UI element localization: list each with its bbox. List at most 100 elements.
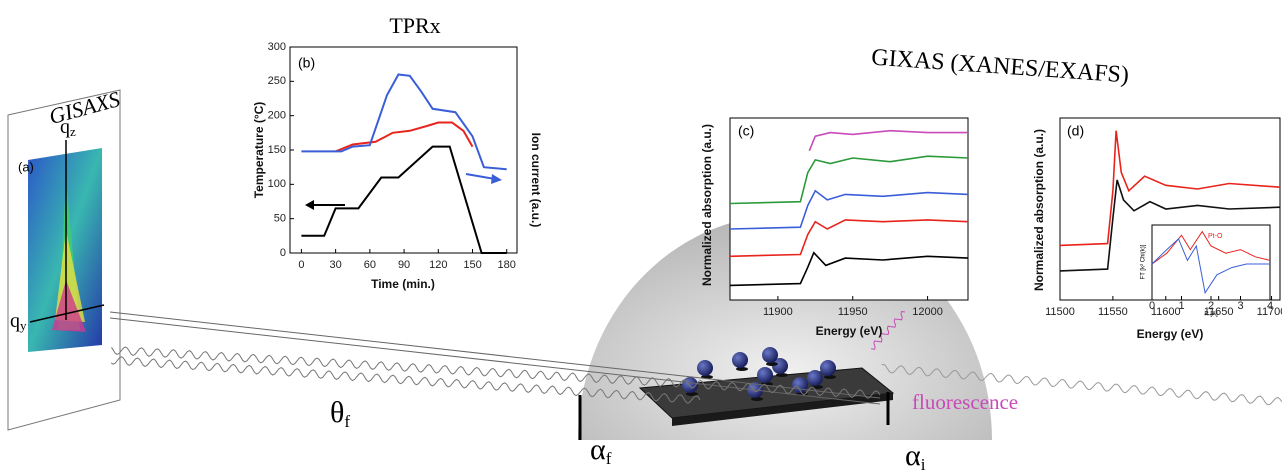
x-tick-label: 30 — [330, 259, 342, 271]
alpha: α — [905, 439, 921, 472]
sub: f — [606, 449, 612, 468]
x-tick-label: 0 — [298, 259, 304, 271]
series-line — [729, 219, 969, 258]
panel-label: (d) — [1067, 123, 1084, 139]
x-tick-label: 90 — [398, 259, 410, 271]
gixas-title: GIXAS (XANES/EXAFS) — [871, 45, 1130, 89]
theta: θ — [330, 396, 344, 429]
y-tick-label: 300 — [268, 41, 286, 53]
x-tick-label: 150 — [463, 259, 481, 271]
arrow — [465, 173, 496, 180]
x-tick-label: 2 — [1208, 300, 1214, 312]
substrate-edge — [672, 393, 893, 426]
x-tick-label: 11550 — [1098, 306, 1128, 318]
scatter-peak — [52, 280, 86, 332]
q: q — [60, 116, 70, 138]
beam — [109, 311, 881, 399]
alpha-f-label: αf — [590, 433, 612, 468]
sub: i — [921, 455, 926, 474]
y-axis-label: Normalized absorption (a.u.) — [700, 124, 714, 286]
series-line — [1059, 130, 1281, 247]
panel-label: (c) — [738, 123, 754, 139]
panel-c-frame — [729, 117, 969, 301]
y-axis-label: Temperature (°C) — [252, 102, 266, 199]
series-line — [808, 129, 968, 152]
series-line — [1059, 179, 1281, 272]
particle — [757, 367, 773, 383]
x-tick-label: 3 — [1237, 300, 1243, 312]
x-axis-label: Energy (eV) — [816, 324, 883, 338]
arrowhead — [305, 200, 314, 210]
panel-label: (b) — [298, 55, 315, 71]
panel-label: (a) — [18, 159, 34, 174]
beams — [109, 310, 1282, 406]
x-tick-label: 11900 — [763, 306, 793, 318]
particle-shadow — [824, 375, 836, 379]
particle-shadow — [751, 397, 763, 401]
series-line — [1151, 230, 1271, 265]
particle-shadow — [736, 367, 748, 371]
qy-label: qy — [10, 310, 27, 333]
x-tick-label: 1 — [1178, 300, 1184, 312]
x-tick-label: 11500 — [1045, 306, 1075, 318]
particle-shadow — [776, 373, 788, 377]
particle-shadow — [766, 362, 778, 366]
x-tick-label: 12000 — [912, 306, 943, 318]
tprx-title: TPRx — [389, 13, 440, 38]
series-line — [729, 189, 969, 230]
inset-x-label: R [A] — [1204, 312, 1218, 318]
qy-axis — [29, 304, 105, 323]
arrowhead — [491, 174, 502, 184]
particle-shadow — [686, 392, 698, 396]
x-axis-label: Energy (eV) — [1137, 327, 1204, 341]
particle — [772, 358, 788, 374]
alpha-i-label: αi — [905, 439, 926, 474]
x-tick-label: 0 — [1149, 300, 1155, 312]
particle — [732, 352, 748, 368]
wave — [111, 346, 881, 399]
alpha: α — [590, 433, 606, 466]
series-line — [301, 73, 507, 171]
x-tick-label: 11650 — [1204, 306, 1234, 318]
qz-label: qz — [60, 116, 76, 139]
wave — [110, 356, 701, 404]
series-line — [729, 251, 969, 287]
x-tick-label: 4 — [1267, 300, 1273, 312]
sub: y — [20, 318, 27, 333]
x-tick-label: 120 — [429, 259, 447, 271]
x-tick-label: 11600 — [1151, 306, 1181, 318]
y-tick-label: 100 — [268, 178, 286, 190]
wave — [871, 310, 906, 350]
x-tick-label: 60 — [364, 259, 376, 271]
wave — [881, 363, 1282, 406]
x-tick-label: 11950 — [838, 306, 868, 318]
sub: f — [344, 412, 350, 431]
x-tick-label: 180 — [498, 259, 516, 271]
fluorescence-label: fluorescence — [912, 390, 1018, 414]
series-line — [729, 155, 969, 205]
sub: z — [70, 124, 76, 139]
y-tick-label: 0 — [280, 247, 286, 259]
y-tick-label: 50 — [274, 213, 286, 225]
particle — [820, 360, 836, 376]
y-tick-label: 150 — [268, 144, 286, 156]
y2-axis-label: Ion current (a.u.) — [529, 133, 543, 228]
q: q — [10, 310, 20, 332]
series-line — [301, 145, 507, 254]
series-line — [335, 121, 474, 153]
particle — [697, 360, 713, 376]
inset-y-label: FT [k² Chi(k)] — [1141, 244, 1147, 279]
theta-label: θf — [330, 396, 350, 431]
inset-annotation: Pt-O — [1208, 233, 1223, 240]
y-axis-label: Normalized absorption (a.u.) — [1032, 129, 1046, 291]
particle — [762, 347, 778, 363]
series-line — [1151, 237, 1270, 295]
beam — [109, 317, 881, 405]
y-tick-label: 250 — [268, 75, 286, 87]
y-tick-label: 200 — [268, 110, 286, 122]
particle — [807, 370, 823, 386]
panel-b-frame — [289, 46, 518, 254]
x-axis-label: Time (min.) — [371, 277, 435, 291]
